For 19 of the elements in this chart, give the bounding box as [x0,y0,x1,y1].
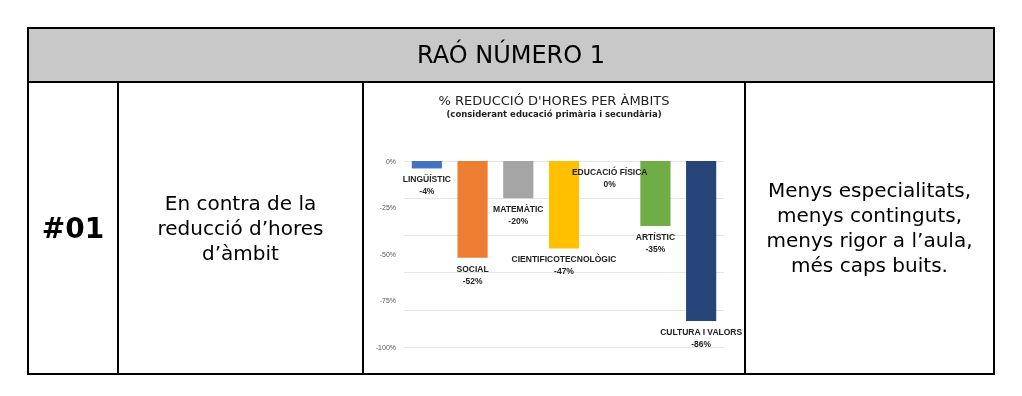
text: #01 [28,82,118,374]
data-label: -47% [554,266,575,277]
data-label: 0% [603,179,617,189]
data-label: -4% [419,186,435,197]
text: En contra de la reducció d’hores d’àmbit [118,82,363,374]
x-tick-label: CIENTIFICOTECNOLÒGIC [511,253,617,265]
x-tick-label: SOCIAL [456,263,489,274]
data-label: -20% [508,216,529,227]
data-label: -35% [645,244,666,255]
x-tick-label: LINGÜÍSTIC [402,174,451,185]
x-tick-label: CULTURA I VALORS [660,326,743,337]
text: Menys especialitats, menys continguts, menys rigor a l’aula, més caps buits. [745,82,994,374]
data-label: -86% [691,338,712,349]
data-label: -52% [462,275,483,286]
x-tick-label: ARTÍSTIC [635,232,676,243]
chart-subtitle: (considerant educació primària i secundària) [446,108,662,119]
text: RAÓ NÚMERO 1 [28,28,994,82]
x-tick-label: MATEMÀTIC [493,204,544,215]
chart-title: % REDUCCIÓ D'HORES PER ÀMBITS [438,93,670,108]
